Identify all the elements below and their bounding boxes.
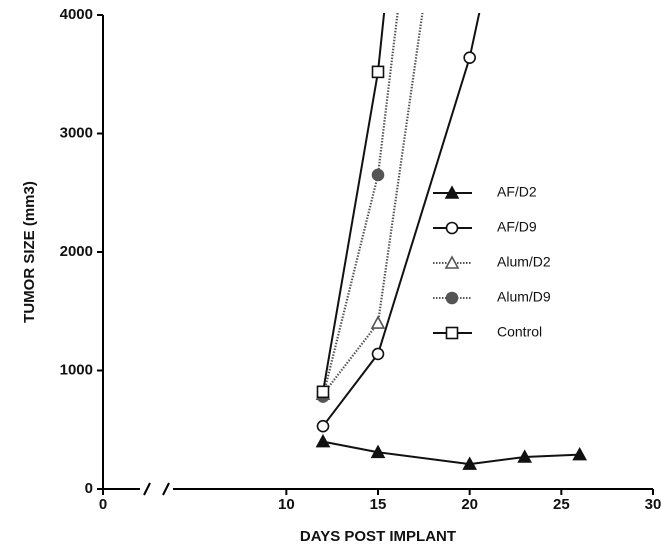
marker [316,419,330,433]
marker [371,347,385,361]
marker [371,168,385,182]
legend-label: AF/D9 [497,219,537,235]
y-tick-label: 0 [85,480,93,497]
axis-break [143,482,151,496]
x-tick-label: 0 [99,496,107,513]
y-axis-label: TUMOR SIZE (mm3) [21,181,38,323]
marker [444,185,460,199]
marker [572,446,588,461]
marker [444,255,460,269]
marker [316,385,330,399]
marker [517,449,533,463]
y-tick-label: 1000 [60,361,93,378]
marker [463,51,476,64]
y-tick-label: 4000 [60,6,93,23]
x-tick-label: 20 [461,496,478,513]
x-tick-label: 25 [553,496,570,513]
plot-area [315,13,588,470]
marker [445,291,459,305]
marker [370,315,386,329]
marker [462,456,478,470]
marker [445,326,459,340]
legend-label: AF/D2 [497,184,537,200]
y-tick-label: 3000 [60,124,93,141]
series-line [322,440,580,466]
series-line [322,13,481,427]
axis-break [162,482,170,496]
y-tick-label: 2000 [60,243,93,260]
x-axis-label: DAYS POST IMPLANT [300,528,456,545]
marker [315,433,331,448]
legend-label: Alum/D9 [497,289,551,305]
x-tick-label: 30 [645,496,661,513]
marker [445,221,459,235]
legend-label: Control [497,324,542,340]
legend-label: Alum/D2 [497,254,551,270]
x-tick-label: 10 [278,496,295,513]
marker [370,444,386,459]
x-tick-label: 15 [370,496,387,513]
marker [371,65,385,79]
